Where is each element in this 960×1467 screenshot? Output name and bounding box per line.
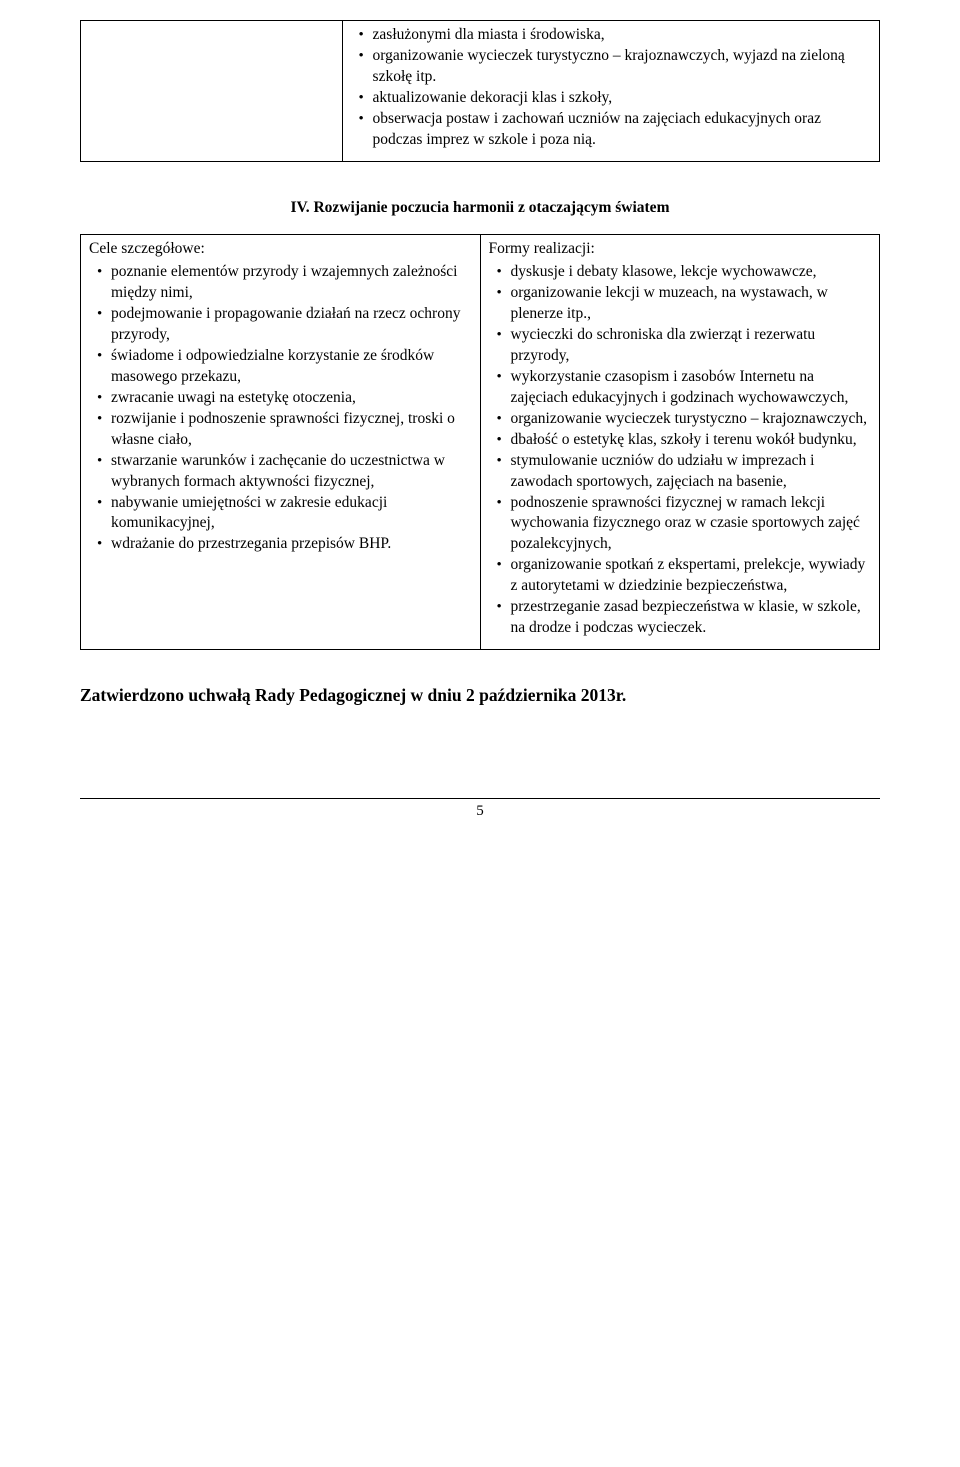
list-item: wdrażanie do przestrzegania przepisów BH… xyxy=(111,534,472,555)
list-item: wycieczki do schroniska dla zwierząt i r… xyxy=(511,325,872,367)
page-footer: 5 xyxy=(80,798,880,821)
top-table: zasłużonymi dla miasta i środowiska, org… xyxy=(80,20,880,162)
main-left-cell: Cele szczegółowe: poznanie elementów prz… xyxy=(81,235,481,650)
main-table: Cele szczegółowe: poznanie elementów prz… xyxy=(80,234,880,650)
list-item: organizowanie wycieczek turystyczno – kr… xyxy=(373,46,871,88)
top-table-right-cell: zasłużonymi dla miasta i środowiska, org… xyxy=(342,21,879,162)
list-item: stwarzanie warunków i zachęcanie do ucze… xyxy=(111,451,472,493)
page: zasłużonymi dla miasta i środowiska, org… xyxy=(40,0,920,851)
list-item: przestrzeganie zasad bezpieczeństwa w kl… xyxy=(511,597,872,639)
list-item: zasłużonymi dla miasta i środowiska, xyxy=(373,25,871,46)
page-number: 5 xyxy=(476,803,484,819)
main-right-cell: Formy realizacji: dyskusje i debaty klas… xyxy=(480,235,880,650)
list-item: nabywanie umiejętności w zakresie edukac… xyxy=(111,493,472,535)
right-column-header: Formy realizacji: xyxy=(489,239,872,260)
right-list: dyskusje i debaty klasowe, lekcje wychow… xyxy=(489,262,872,639)
list-item: podnoszenie sprawności fizycznej w ramac… xyxy=(511,493,872,556)
left-list: poznanie elementów przyrody i wzajemnych… xyxy=(89,262,472,555)
section-heading: IV. Rozwijanie poczucia harmonii z otacz… xyxy=(80,198,880,219)
list-item: poznanie elementów przyrody i wzajemnych… xyxy=(111,262,472,304)
approval-statement: Zatwierdzono uchwałą Rady Pedagogicznej … xyxy=(80,684,880,708)
list-item: organizowanie lekcji w muzeach, na wysta… xyxy=(511,283,872,325)
list-item: zwracanie uwagi na estetykę otoczenia, xyxy=(111,388,472,409)
top-table-left-cell xyxy=(81,21,343,162)
left-column-header: Cele szczegółowe: xyxy=(89,239,472,260)
list-item: organizowanie spotkań z ekspertami, prel… xyxy=(511,555,872,597)
list-item: aktualizowanie dekoracji klas i szkoły, xyxy=(373,88,871,109)
list-item: stymulowanie uczniów do udziału w imprez… xyxy=(511,451,872,493)
list-item: podejmowanie i propagowanie działań na r… xyxy=(111,304,472,346)
list-item: dyskusje i debaty klasowe, lekcje wychow… xyxy=(511,262,872,283)
list-item: obserwacja postaw i zachowań uczniów na … xyxy=(373,109,871,151)
list-item: wykorzystanie czasopism i zasobów Intern… xyxy=(511,367,872,409)
list-item: świadome i odpowiedzialne korzystanie ze… xyxy=(111,346,472,388)
list-item: dbałość o estetykę klas, szkoły i terenu… xyxy=(511,430,872,451)
list-item: rozwijanie i podnoszenie sprawności fizy… xyxy=(111,409,472,451)
list-item: organizowanie wycieczek turystyczno – kr… xyxy=(511,409,872,430)
top-right-list: zasłużonymi dla miasta i środowiska, org… xyxy=(351,25,871,151)
